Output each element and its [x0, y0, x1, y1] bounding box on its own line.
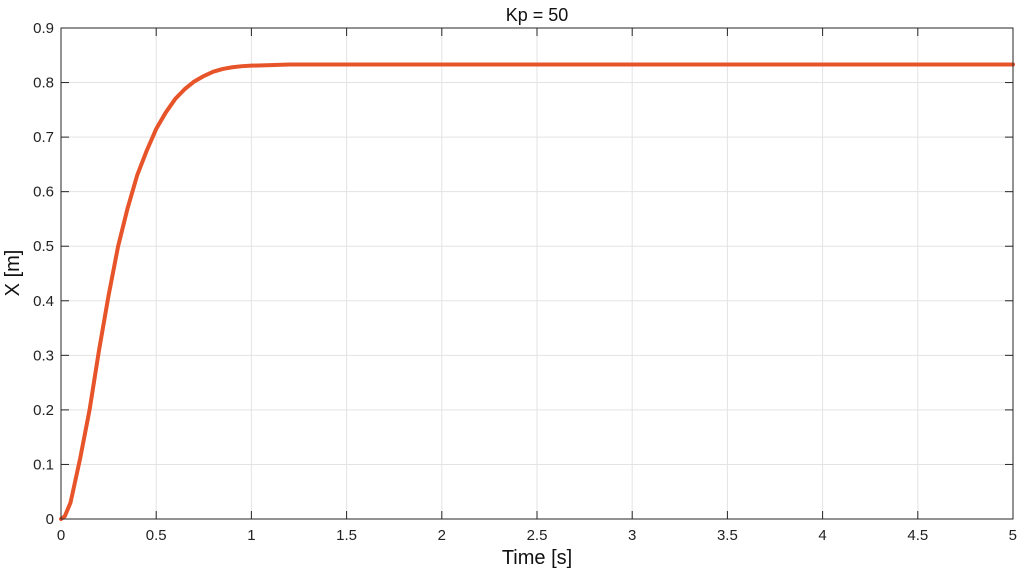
y-tick-label: 0.2 — [33, 402, 54, 419]
x-tick-label: 0 — [57, 527, 65, 544]
y-tick-label: 0.7 — [33, 129, 54, 146]
y-tick-label: 0.9 — [33, 20, 54, 37]
y-tick-label: 0.6 — [33, 184, 54, 201]
y-tick-label: 0 — [46, 511, 54, 528]
x-tick-labels: 0 0.5 1 1.5 2 2.5 3 3.5 4 4.5 5 — [57, 527, 1017, 544]
series-line — [59, 62, 1015, 521]
x-tick-label: 1 — [247, 527, 255, 544]
y-tick-labels: 0 0.1 0.2 0.3 0.4 0.5 0.6 0.7 0.8 0.9 — [33, 20, 54, 528]
x-axis-label: Time [s] — [502, 547, 572, 569]
x-tick-label: 0.5 — [146, 527, 167, 544]
y-tick-label: 0.4 — [33, 293, 54, 310]
x-tick-label: 2.5 — [527, 527, 548, 544]
chart-title: Kp = 50 — [506, 5, 569, 25]
series-layer — [59, 62, 1015, 521]
y-tick-label: 0.8 — [33, 75, 54, 92]
y-tick-label: 0.5 — [33, 238, 54, 255]
x-tick-label: 5 — [1009, 527, 1017, 544]
x-tick-label: 2 — [438, 527, 446, 544]
plot-frame — [60, 27, 1014, 520]
x-tick-label: 4.5 — [907, 527, 928, 544]
y-axis-label: X [m] — [2, 250, 24, 297]
x-tick-label: 4 — [818, 527, 826, 544]
x-tick-label: 3 — [628, 527, 636, 544]
y-tick-label: 0.3 — [33, 347, 54, 364]
y-tick-label: 0.1 — [33, 456, 54, 473]
x-tick-label: 3.5 — [717, 527, 738, 544]
x-tick-label: 1.5 — [336, 527, 357, 544]
